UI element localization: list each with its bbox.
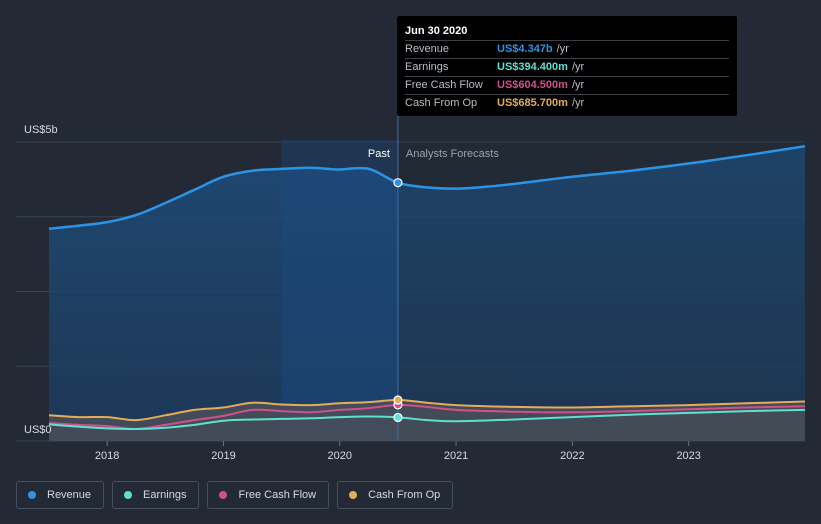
tooltip-label: Earnings [405, 61, 449, 73]
x-tick-label: 2019 [211, 450, 235, 462]
tooltip-label: Free Cash Flow [405, 79, 483, 91]
x-tick-label: 2018 [95, 450, 119, 462]
tooltip-unit: /yr [571, 97, 585, 109]
revenue-dot-icon [28, 491, 36, 499]
y-axis-bottom-label: US$0 [24, 424, 52, 436]
tooltip-row-free-cash-flow: Free Cash Flow US$604.500m /yr [405, 76, 729, 94]
legend-label: Cash From Op [368, 489, 441, 501]
past-highlight-band [281, 140, 398, 441]
tooltip-unit: /yr [556, 43, 569, 55]
legend-item-earnings[interactable]: Earnings [112, 481, 200, 509]
legend-label: Revenue [47, 489, 92, 501]
x-tick-label: 2020 [328, 450, 352, 462]
tooltip-value: US$685.700m [497, 97, 568, 109]
marker-revenue [393, 178, 403, 188]
x-tick-label: 2023 [676, 450, 700, 462]
chart-area: US$5b US$0 Past Analysts Forecasts 2018 2019 2… [16, 16, 806, 462]
line-cash-from-op [48, 398, 806, 422]
x-tick-label: 2022 [560, 450, 584, 462]
line-earnings [48, 408, 806, 431]
x-tick-label: 2021 [444, 450, 468, 462]
line-revenue [48, 144, 806, 230]
tooltip-unit: /yr [571, 61, 585, 73]
free-cash-flow-dot-icon [219, 491, 228, 499]
forecast-label: Analysts Forecasts [406, 148, 499, 160]
legend-item-free-cash-flow[interactable]: Free Cash Flow [207, 481, 330, 509]
tooltip-date: Jun 30 2020 [405, 25, 468, 37]
tooltip-row-revenue: Revenue US$4.347b /yr [405, 40, 729, 58]
tooltip-label: Revenue [405, 43, 450, 55]
marker-earnings [393, 412, 403, 423]
tooltip-value: US$394.400m [497, 61, 568, 73]
marker-cash-from-op [393, 395, 403, 405]
tooltip-row-earnings: Earnings US$394.400m /yr [405, 58, 729, 76]
tooltip-unit: /yr [571, 79, 585, 91]
tooltip-value: US$604.500m [497, 79, 568, 91]
legend: Revenue Earnings Free Cash Flow Cash Fro… [16, 481, 454, 509]
legend-label: Free Cash Flow [238, 489, 317, 501]
tooltip-row-cash-from-op: Cash From Op US$685.700m /yr [405, 94, 729, 112]
forecast-overlay [397, 140, 805, 441]
y-axis-top-label: US$5b [24, 124, 58, 136]
tooltip-value: US$4.347b [497, 43, 553, 55]
past-label: Past [368, 148, 390, 160]
legend-item-revenue[interactable]: Revenue [16, 481, 105, 509]
cash-from-op-dot-icon [349, 491, 358, 499]
tooltip-label: Cash From Op [405, 97, 478, 109]
legend-label: Earnings [143, 489, 187, 501]
earnings-dot-icon [124, 491, 133, 499]
tooltip: Jun 30 2020 Revenue US$4.347b /yr Earnin… [397, 16, 737, 116]
revenue-area [49, 146, 805, 441]
legend-item-cash-from-op[interactable]: Cash From Op [337, 481, 454, 509]
